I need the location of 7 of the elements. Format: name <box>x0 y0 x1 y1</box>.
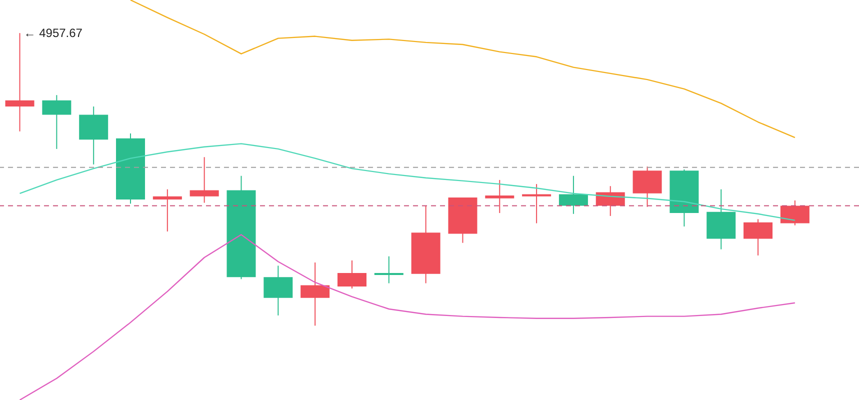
candlestick <box>152 188 182 232</box>
candlestick <box>5 32 34 132</box>
candlestick <box>485 179 514 214</box>
candlestick <box>374 256 404 284</box>
candlestick <box>190 156 219 204</box>
candlestick <box>522 184 552 224</box>
annotation: ← 4957.67 <box>24 26 83 40</box>
